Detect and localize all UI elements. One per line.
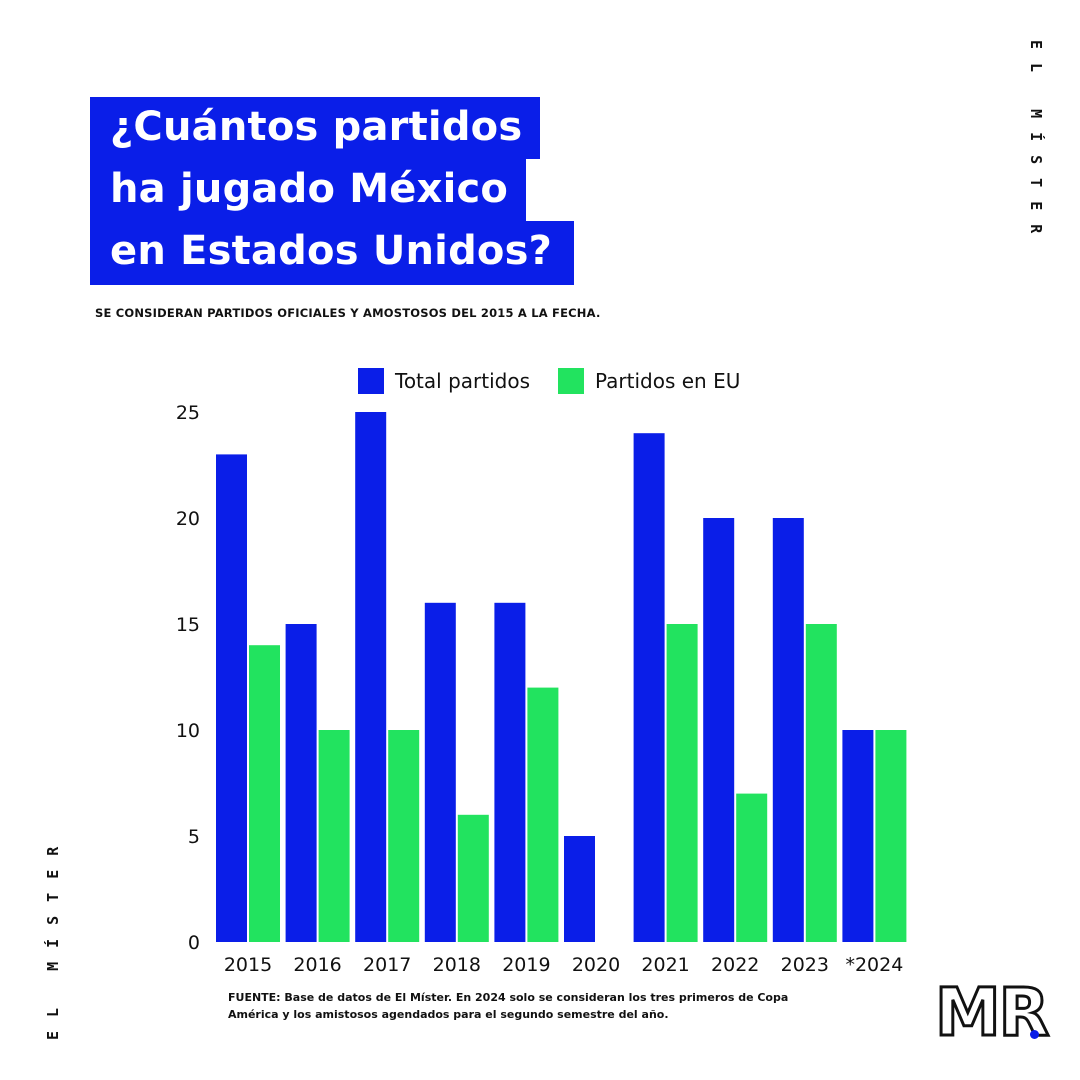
title-line-2: ha jugado México	[90, 159, 527, 221]
legend-label-total: Total partidos	[395, 369, 530, 393]
brand-vertical-right: EL MÍSTER	[1027, 40, 1045, 248]
bar-total	[842, 730, 874, 942]
legend-item-total: Total partidos	[358, 368, 530, 394]
x-tick-label: 2015	[224, 954, 272, 976]
x-tick-label: 2018	[433, 954, 481, 976]
y-tick-label: 5	[188, 826, 200, 848]
y-tick-label: 15	[176, 614, 200, 636]
bar-total	[703, 518, 735, 942]
x-tick-label: 2019	[502, 954, 550, 976]
y-tick-label: 25	[176, 402, 200, 424]
bar-eu	[527, 687, 559, 942]
bar-eu	[875, 730, 907, 942]
x-tick-label: 2022	[711, 954, 759, 976]
x-tick-label: 2020	[572, 954, 620, 976]
title-line-3: en Estados Unidos?	[90, 221, 575, 285]
title-line-1: ¿Cuántos partidos	[90, 97, 541, 159]
bar-eu	[388, 730, 420, 942]
logo-dot	[1030, 1030, 1039, 1039]
x-tick-label: 2017	[363, 954, 411, 976]
bar-eu	[457, 814, 489, 942]
bar-total	[772, 518, 804, 942]
legend-item-eu: Partidos en EU	[558, 368, 740, 394]
bar-total	[285, 624, 317, 942]
chart-legend: Total partidos Partidos en EU	[358, 368, 768, 394]
bar-total	[494, 602, 526, 942]
bar-eu	[805, 624, 837, 942]
x-tick-label: 2021	[641, 954, 689, 976]
legend-label-eu: Partidos en EU	[595, 369, 741, 393]
bar-eu	[318, 730, 350, 942]
legend-swatch-total	[358, 368, 384, 394]
bar-total	[633, 433, 665, 942]
y-tick-label: 10	[176, 720, 200, 742]
x-tick-label: *2024	[845, 954, 903, 976]
y-tick-label: 20	[176, 508, 200, 530]
bar-eu	[736, 793, 768, 942]
bar-total	[424, 602, 456, 942]
x-tick-label: 2016	[293, 954, 341, 976]
source-footnote: FUENTE: Base de datos de El Míster. En 2…	[228, 991, 789, 1021]
legend-swatch-eu	[558, 368, 584, 394]
bar-total	[355, 412, 387, 942]
bar-eu	[666, 624, 698, 942]
bar-total	[564, 836, 595, 942]
x-tick-label: 2023	[781, 954, 829, 976]
bar-eu	[249, 645, 280, 942]
subtitle: SE CONSIDERAN PARTIDOS OFICIALES Y AMOST…	[95, 306, 601, 320]
y-tick-label: 0	[188, 932, 200, 954]
bar-total	[216, 454, 247, 942]
